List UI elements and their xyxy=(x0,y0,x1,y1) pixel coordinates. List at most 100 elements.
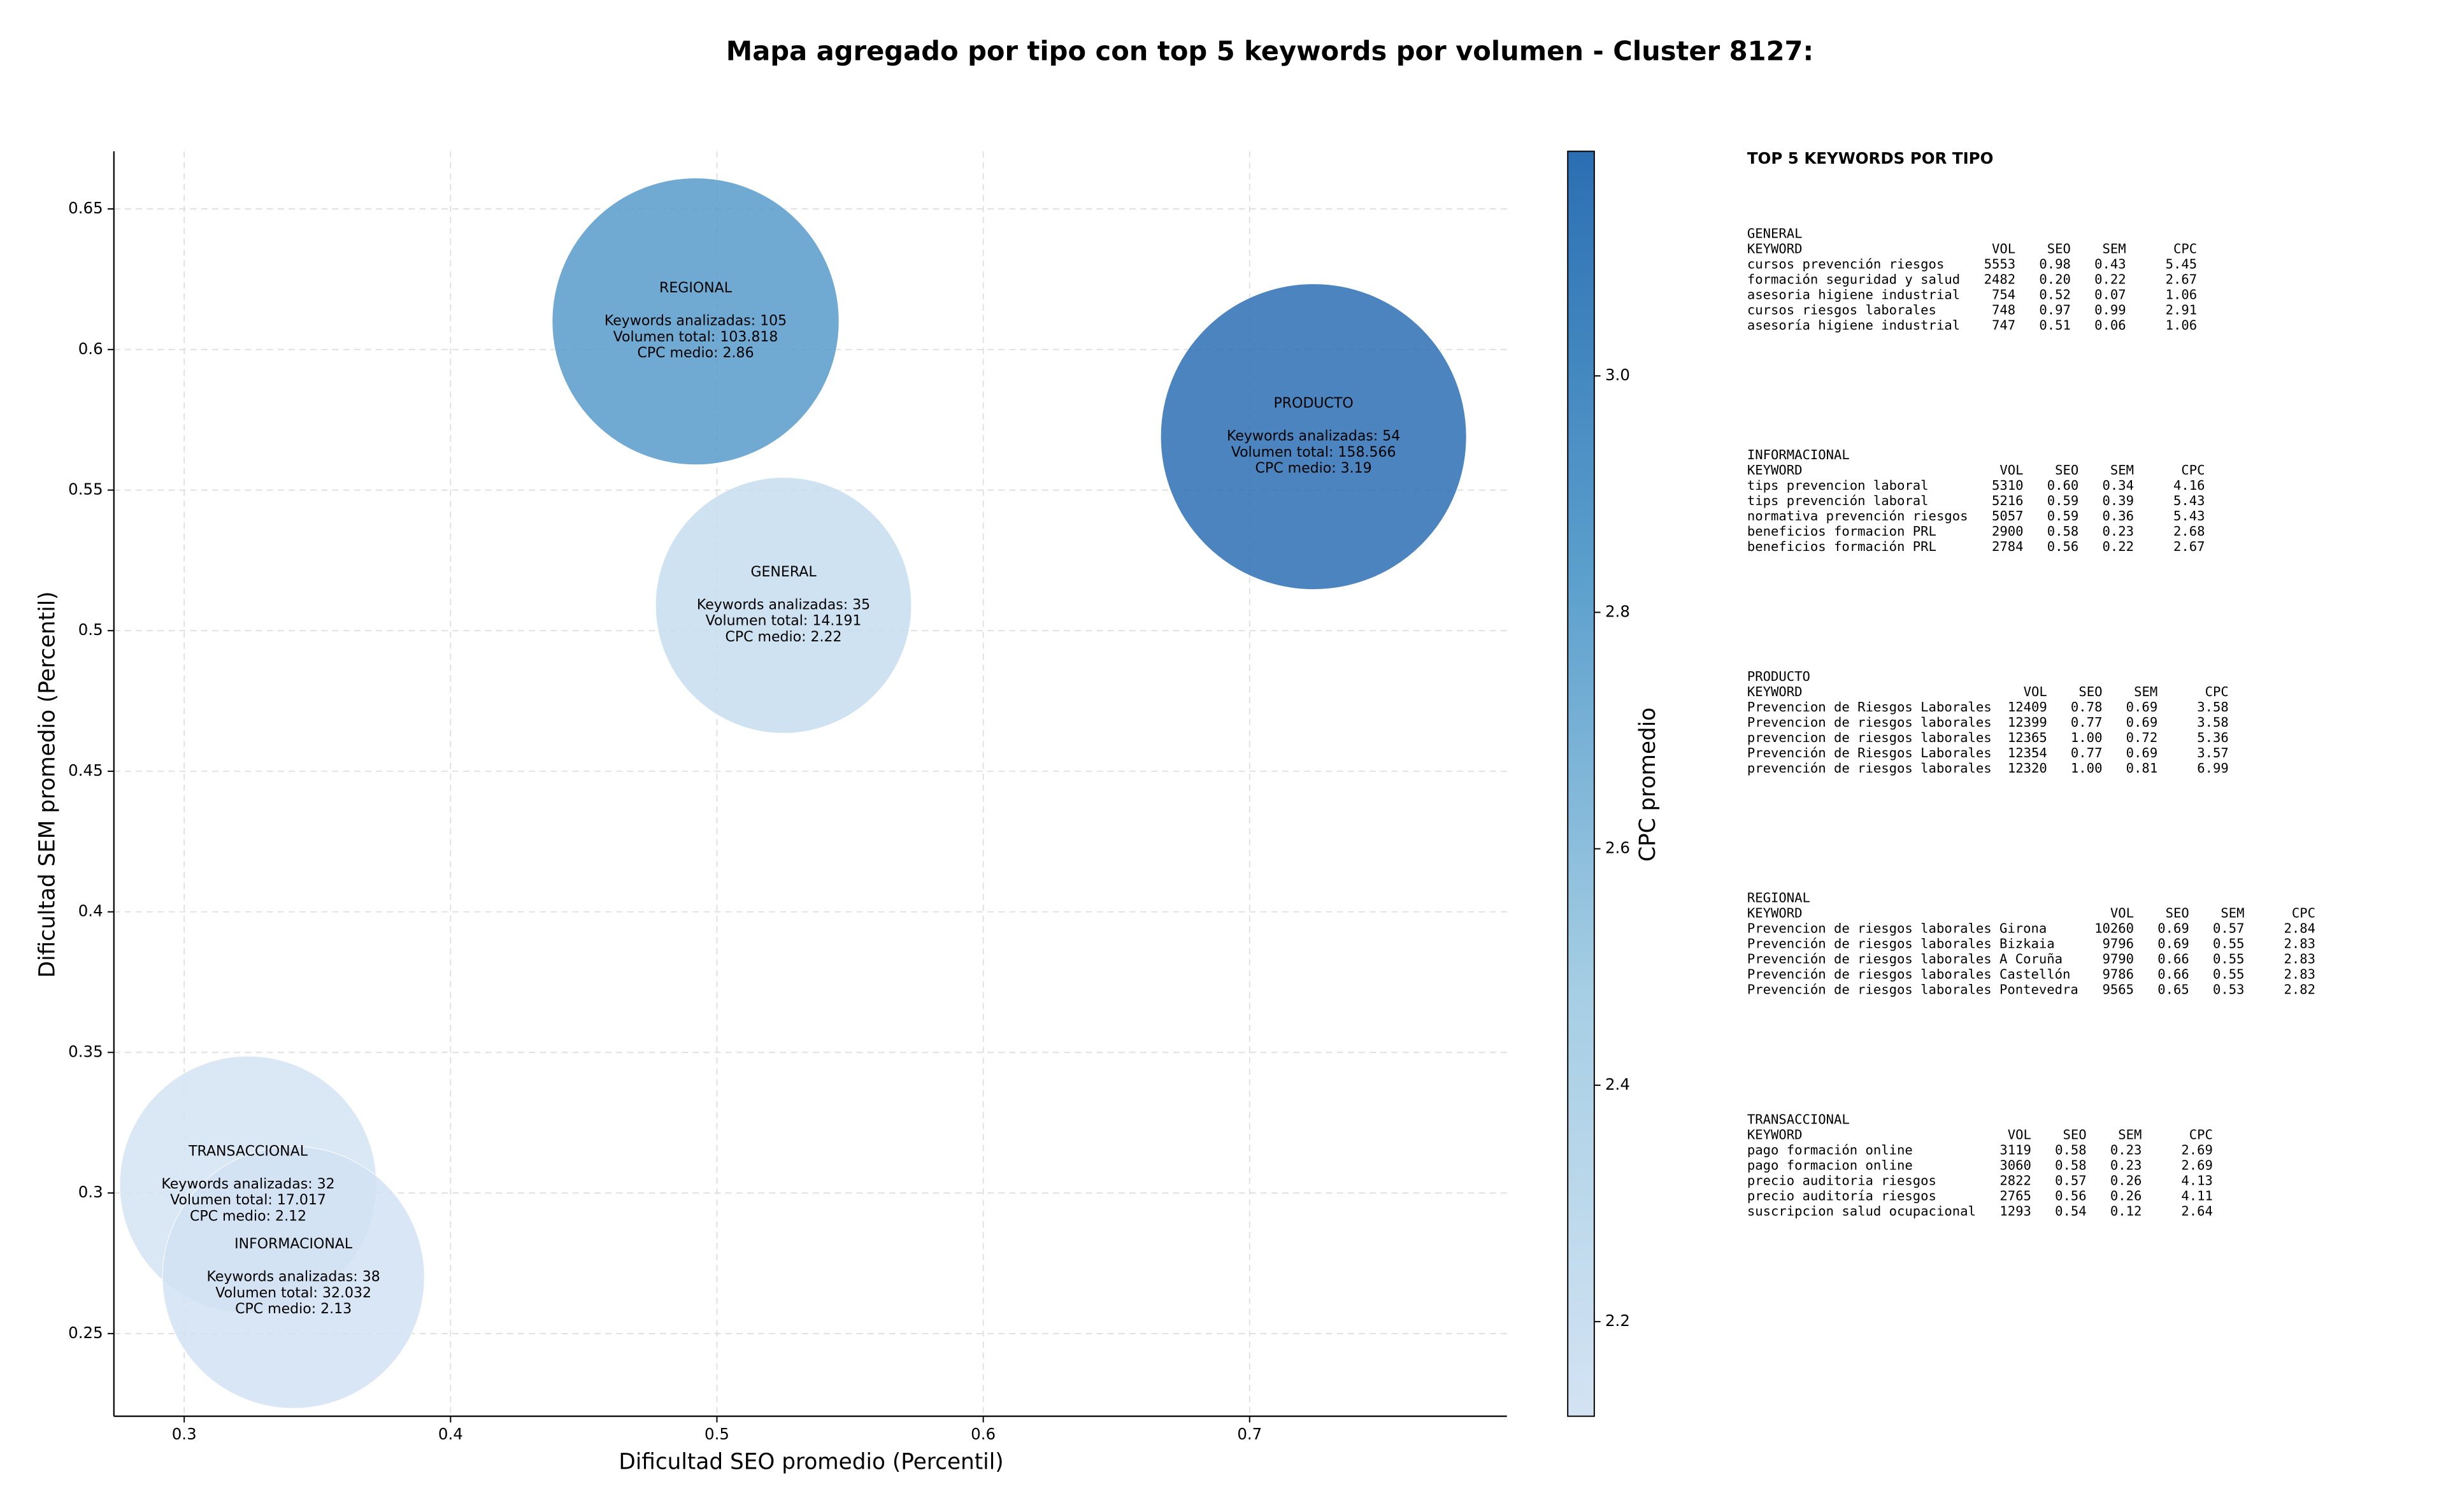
x-axis-label: Dificultad SEO promedio (Percentil) xyxy=(619,1450,1003,1475)
y-tick-label: 0.25 xyxy=(68,1323,103,1342)
column-header: KEYWORD xyxy=(1747,906,1803,921)
table-cell: 4.13 xyxy=(2181,1173,2213,1188)
column-header: VOL xyxy=(1999,462,2023,478)
table-cell: 3060 xyxy=(1999,1157,2031,1173)
table-cell: cursos riesgos laborales xyxy=(1747,302,1936,317)
colorbar-tick-label: 2.2 xyxy=(1605,1311,1630,1330)
column-header: VOL xyxy=(2008,1127,2031,1142)
group-name: INFORMACIONAL xyxy=(1747,447,1850,462)
table-cell: tips prevención laboral xyxy=(1747,493,1929,508)
table-cell: 2.83 xyxy=(2284,936,2316,952)
table-cell: asesoria higiene industrial xyxy=(1747,287,1960,302)
table-cell: 0.57 xyxy=(2055,1173,2087,1188)
table-cell: 0.22 xyxy=(2103,539,2135,554)
table-cell: 0.55 xyxy=(2213,952,2245,967)
table-cell: 5.36 xyxy=(2197,730,2229,745)
column-header: CPC xyxy=(2205,684,2229,699)
table-cell: 2.83 xyxy=(2284,952,2316,967)
column-header: VOL xyxy=(1992,241,2015,256)
column-header: SEO xyxy=(2063,1127,2087,1142)
table-cell: 2.67 xyxy=(2173,539,2205,554)
table-cell: 0.56 xyxy=(2055,1188,2087,1203)
table-cell: 4.11 xyxy=(2181,1188,2213,1203)
x-tick-label: 0.7 xyxy=(1237,1425,1262,1443)
colorbar-tick-label: 2.6 xyxy=(1605,839,1630,857)
colorbar xyxy=(1567,150,1595,1417)
bubble xyxy=(1160,283,1467,590)
table-cell: 2900 xyxy=(1992,524,2024,539)
table-cell: 2765 xyxy=(1999,1188,2031,1203)
table-cell: 0.69 xyxy=(2126,745,2158,760)
column-header: SEM xyxy=(2118,1127,2142,1142)
bubble-name: GENERAL xyxy=(750,564,817,580)
table-cell: 0.78 xyxy=(2071,699,2103,715)
bubble-name: TRANSACCIONAL xyxy=(188,1143,308,1159)
table-cell: 0.12 xyxy=(2110,1203,2142,1218)
table-cell: 5.43 xyxy=(2173,493,2205,508)
table-cell: 9565 xyxy=(2103,982,2135,997)
table-cell: beneficios formación PRL xyxy=(1747,539,1936,554)
bubble-annotation: CPC medio: 2.13 xyxy=(235,1301,352,1317)
bubble-annotation: Volumen total: 32.032 xyxy=(215,1285,371,1301)
table-cell: 2.69 xyxy=(2181,1142,2213,1157)
y-tick-label: 0.4 xyxy=(78,902,103,920)
group-name: TRANSACCIONAL xyxy=(1747,1111,1850,1127)
table-cell: 0.06 xyxy=(2094,317,2126,332)
table-cell: 0.39 xyxy=(2103,493,2135,508)
column-header: SEO xyxy=(2078,684,2102,699)
table-cell: 9790 xyxy=(2103,952,2135,967)
group-name: PRODUCTO xyxy=(1747,669,1810,684)
table-cell: 0.53 xyxy=(2213,982,2245,997)
column-header: SEM xyxy=(2221,906,2244,921)
bubble-annotation: Volumen total: 14.191 xyxy=(706,613,862,629)
table-cell: 0.56 xyxy=(2047,539,2079,554)
table-cell: 2.64 xyxy=(2181,1203,2213,1218)
table-cell: 0.69 xyxy=(2157,921,2189,936)
table-cell: 2822 xyxy=(1999,1173,2031,1188)
group-name: GENERAL xyxy=(1747,225,1803,241)
bubble-annotation: CPC medio: 2.86 xyxy=(637,345,754,361)
table-cell: 9796 xyxy=(2103,936,2135,952)
bubble-annotation: CPC medio: 2.22 xyxy=(725,629,841,645)
table-cell: 9786 xyxy=(2103,967,2135,982)
table-cell: Prevención de Riesgos Laborales xyxy=(1747,745,1992,760)
table-cell: 12320 xyxy=(2008,760,2047,776)
table-cell: 0.81 xyxy=(2126,760,2158,776)
table-cell: 2784 xyxy=(1992,539,2024,554)
table-cell: 5553 xyxy=(1984,256,2016,271)
bubble-annotation: Keywords analizadas: 38 xyxy=(206,1269,380,1285)
table-cell: 0.55 xyxy=(2213,967,2245,982)
table-cell: 5216 xyxy=(1992,493,2024,508)
table-cell: 0.34 xyxy=(2103,478,2135,493)
column-header: SEM xyxy=(2134,684,2157,699)
column-header: KEYWORD xyxy=(1747,684,1803,699)
table-cell: suscripcion salud ocupacional xyxy=(1747,1203,1976,1218)
bubble-name: PRODUCTO xyxy=(1274,396,1354,411)
table-cell: pago formación online xyxy=(1747,1142,1913,1157)
table-cell: 0.69 xyxy=(2126,715,2158,730)
table-cell: 0.23 xyxy=(2103,524,2135,539)
table-cell: asesoría higiene industrial xyxy=(1747,317,1960,332)
bubble-annotation: Keywords analizadas: 105 xyxy=(604,313,787,329)
panel-title: TOP 5 KEYWORDS POR TIPO xyxy=(1747,149,1994,168)
table-cell: 0.26 xyxy=(2110,1188,2142,1203)
table-cell: 0.59 xyxy=(2047,508,2079,524)
column-header: CPC xyxy=(2173,241,2197,256)
x-tick-label: 0.6 xyxy=(971,1425,996,1443)
table-cell: 0.58 xyxy=(2055,1142,2087,1157)
table-cell: cursos prevención riesgos xyxy=(1747,256,1945,271)
table-cell: 0.07 xyxy=(2094,287,2126,302)
bubble-annotation: Keywords analizadas: 35 xyxy=(697,597,870,613)
colorbar-tick-label: 2.4 xyxy=(1605,1075,1630,1094)
table-cell: 0.60 xyxy=(2047,478,2079,493)
table-cell: Prevencion de riesgos laborales xyxy=(1747,715,1992,730)
table-cell: 1.00 xyxy=(2071,730,2103,745)
column-header: KEYWORD xyxy=(1747,1127,1803,1142)
bubble-annotation: CPC medio: 3.19 xyxy=(1255,460,1372,476)
bubble-annotation: Volumen total: 158.566 xyxy=(1231,445,1396,460)
bubble-name: REGIONAL xyxy=(659,280,733,296)
table-cell: prevencion de riesgos laborales xyxy=(1747,730,1992,745)
table-cell: 5057 xyxy=(1992,508,2024,524)
column-header: CPC xyxy=(2292,906,2315,921)
